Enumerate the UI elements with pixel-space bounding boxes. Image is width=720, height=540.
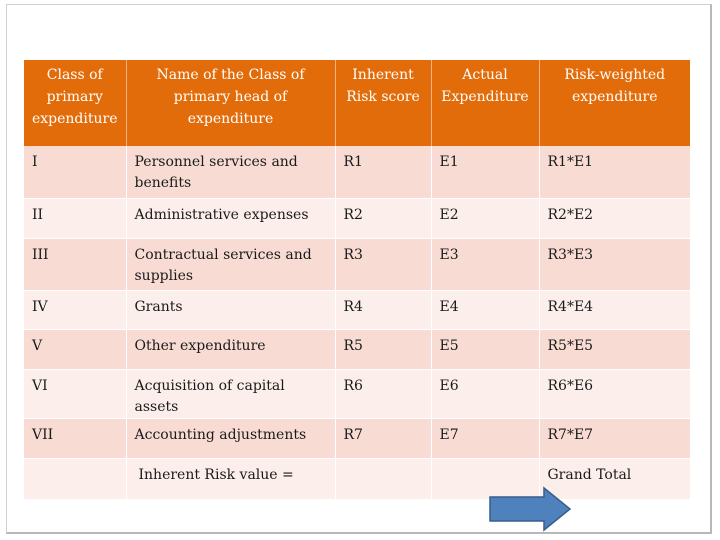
expenditure-cell: E4 xyxy=(431,290,540,330)
risk-cell: R1 xyxy=(335,146,432,199)
class-cell: II xyxy=(24,198,127,239)
name-cell: Grants xyxy=(126,290,336,330)
slide-frame xyxy=(6,4,712,534)
risk-cell: R5 xyxy=(335,329,432,370)
right-arrow-icon xyxy=(489,486,572,532)
total-blank-cell xyxy=(24,458,127,500)
table-row: V Other expenditure R5 E5 R5*E5 xyxy=(24,329,691,370)
name-cell: Administrative expenses xyxy=(126,198,336,239)
table-row: I Personnel services and benefits R1 E1 … xyxy=(24,146,691,199)
expenditure-cell: E1 xyxy=(431,146,540,199)
total-blank-cell xyxy=(431,458,540,500)
weighted-cell: R7*E7 xyxy=(539,418,691,459)
expenditure-cell: E6 xyxy=(431,369,540,419)
risk-weighted-expenditure-table: Class of primary expenditure Name of the… xyxy=(24,60,691,500)
header-inherent-risk: Inherent Risk score xyxy=(335,60,432,146)
grand-total-label: Grand Total xyxy=(539,458,691,500)
class-cell: I xyxy=(24,146,127,199)
name-cell: Acquisition of capital assets xyxy=(126,369,336,419)
weighted-cell: R4*E4 xyxy=(539,290,691,330)
weighted-cell: R2*E2 xyxy=(539,198,691,239)
weighted-cell: R1*E1 xyxy=(539,146,691,199)
weighted-cell: R3*E3 xyxy=(539,238,691,291)
table-row: VI Acquisition of capital assets R6 E6 R… xyxy=(24,369,691,419)
expenditure-cell: E2 xyxy=(431,198,540,239)
class-cell: VI xyxy=(24,369,127,419)
name-cell: Other expenditure xyxy=(126,329,336,370)
risk-cell: R3 xyxy=(335,238,432,291)
risk-cell: R6 xyxy=(335,369,432,419)
header-risk-weighted: Risk-weighted expenditure xyxy=(539,60,690,146)
header-actual-expenditure: Actual Expenditure xyxy=(431,60,540,146)
risk-cell: R4 xyxy=(335,290,432,330)
total-row: Inherent Risk value = Grand Total xyxy=(24,458,691,500)
header-class: Class of primary expenditure xyxy=(24,60,127,146)
risk-cell: R2 xyxy=(335,198,432,239)
expenditure-cell: E7 xyxy=(431,418,540,459)
inherent-risk-value-label: Inherent Risk value = xyxy=(126,458,336,500)
table-row: III Contractual services and supplies R3… xyxy=(24,238,691,291)
expenditure-cell: E5 xyxy=(431,329,540,370)
total-blank-cell xyxy=(335,458,432,500)
class-cell: IV xyxy=(24,290,127,330)
name-cell: Personnel services and benefits xyxy=(126,146,336,199)
expenditure-cell: E3 xyxy=(431,238,540,291)
weighted-cell: R6*E6 xyxy=(539,369,691,419)
table-header-row: Class of primary expenditure Name of the… xyxy=(24,60,690,146)
header-name: Name of the Class of primary head of exp… xyxy=(126,60,336,146)
name-cell: Accounting adjustments xyxy=(126,418,336,459)
weighted-cell: R5*E5 xyxy=(539,329,691,370)
name-cell: Contractual services and supplies xyxy=(126,238,336,291)
table-row: IV Grants R4 E4 R4*E4 xyxy=(24,290,691,330)
risk-cell: R7 xyxy=(335,418,432,459)
table-row: II Administrative expenses R2 E2 R2*E2 xyxy=(24,198,691,239)
class-cell: V xyxy=(24,329,127,370)
class-cell: III xyxy=(24,238,127,291)
class-cell: VII xyxy=(24,418,127,459)
table-row: VII Accounting adjustments R7 E7 R7*E7 xyxy=(24,418,691,459)
